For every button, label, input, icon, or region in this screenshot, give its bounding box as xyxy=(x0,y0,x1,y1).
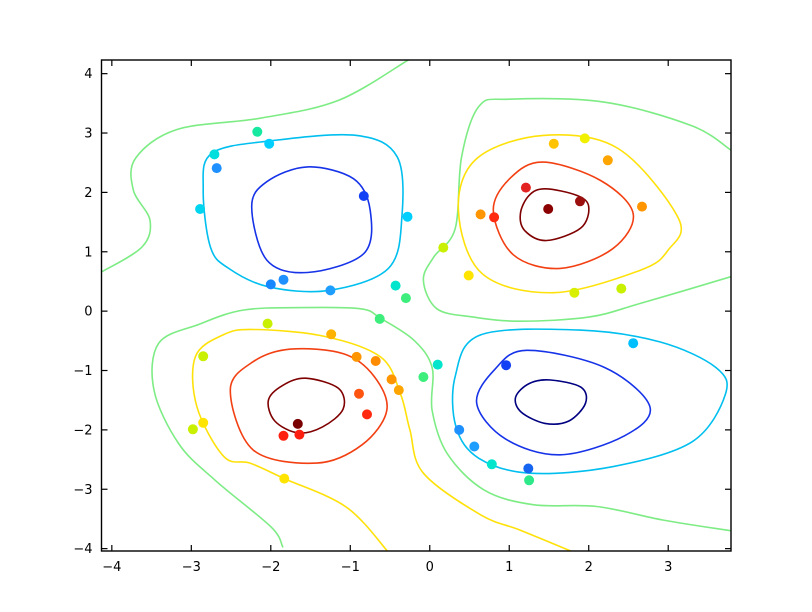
axis-ticks xyxy=(101,60,731,551)
axis-tick-labels: −4 −3 −2 −1 0 1 2 3 −4 −3 −2 −1 0 1 2 3 4 xyxy=(73,67,672,575)
y-tick-label: 4 xyxy=(84,67,92,82)
scatter-point xyxy=(264,138,275,149)
scatter-point xyxy=(579,133,590,144)
scatter-point xyxy=(475,209,486,220)
scatter-point xyxy=(211,163,222,174)
scatter-point xyxy=(402,211,413,222)
scatter-point xyxy=(463,270,474,281)
scatter-point xyxy=(265,279,276,290)
scatter-point xyxy=(548,138,559,149)
scatter-point xyxy=(262,318,273,329)
scatter-point xyxy=(351,351,362,362)
scatter-point xyxy=(523,463,534,474)
y-tick-label: −3 xyxy=(73,483,92,498)
scatter-points xyxy=(187,126,647,486)
contour-line-blue-lower-right-ring xyxy=(475,349,652,456)
scatter-point xyxy=(520,182,531,193)
scatter-point xyxy=(209,149,220,160)
contour-line-yellow-upper-right-ring xyxy=(457,133,683,294)
x-tick-label: −1 xyxy=(341,560,360,575)
scatter-point xyxy=(569,287,580,298)
contour-line-orangered-lower-left-ring xyxy=(229,347,388,465)
scatter-point xyxy=(543,204,554,214)
scatter-point xyxy=(252,126,263,137)
scatter-point xyxy=(374,313,385,324)
scatter-point xyxy=(637,201,647,212)
scatter-point xyxy=(187,424,198,435)
x-tick-label: 2 xyxy=(585,560,593,575)
y-tick-label: 1 xyxy=(84,245,92,260)
scatter-point xyxy=(616,283,627,294)
x-tick-label: −2 xyxy=(261,560,280,575)
scatter-point xyxy=(524,475,535,486)
contour-line-cyan-upper-left-ring xyxy=(202,133,404,293)
scatter-point xyxy=(292,418,303,429)
scatter-point xyxy=(418,372,429,382)
scatter-point xyxy=(278,274,289,285)
scatter-point xyxy=(195,204,206,214)
scatter-point xyxy=(432,359,443,370)
scatter-point xyxy=(198,351,209,362)
contour-line-green-lower-saddle-open xyxy=(151,306,731,548)
y-tick-label: −1 xyxy=(73,364,92,379)
scatter-point xyxy=(279,473,290,484)
scatter-point xyxy=(489,212,500,223)
scatter-point xyxy=(602,155,613,166)
scatter-point xyxy=(354,388,364,399)
scatter-point xyxy=(370,356,381,366)
x-tick-label: −4 xyxy=(102,560,121,575)
scatter-point xyxy=(198,417,209,428)
y-tick-label: −2 xyxy=(73,423,92,438)
contour-line-green-upper-left-open xyxy=(101,60,410,273)
x-tick-label: −3 xyxy=(182,560,201,575)
scatter-point xyxy=(278,430,289,441)
scatter-point xyxy=(628,338,639,349)
scatter-point xyxy=(362,409,372,420)
plot-border xyxy=(100,59,732,552)
scatter-point xyxy=(438,242,449,253)
scatter-point xyxy=(575,196,585,207)
scatter-point xyxy=(400,293,411,304)
y-tick-label: 2 xyxy=(84,186,92,201)
scatter-point xyxy=(390,280,401,291)
contour-line-darkred-lower-left-ring xyxy=(267,377,346,434)
scatter-point xyxy=(358,191,369,201)
scatter-point xyxy=(454,424,465,435)
contour-line-cyan-lower-right-ring xyxy=(451,328,728,475)
contour-lines xyxy=(101,60,731,551)
scatter-point xyxy=(326,329,337,340)
scatter-point xyxy=(486,459,497,470)
x-tick-label: 1 xyxy=(505,560,513,575)
y-tick-label: 3 xyxy=(84,127,92,142)
x-tick-label: 3 xyxy=(664,560,672,575)
scatter-point xyxy=(469,441,480,452)
scatter-point xyxy=(294,429,305,440)
contour-line-blue-upper-left-ring xyxy=(250,166,373,274)
scatter-point xyxy=(393,385,404,396)
scatter-point xyxy=(501,360,512,371)
scatter-point xyxy=(386,374,397,385)
contour-line-orangered-upper-right-ring xyxy=(492,161,635,270)
scatter-point xyxy=(325,285,336,296)
contour-line-navy-lower-right-ring xyxy=(514,379,588,425)
x-tick-label: 0 xyxy=(426,560,434,575)
contour-line-yellow-lower-left-open xyxy=(191,328,573,551)
y-tick-label: −4 xyxy=(73,542,92,557)
y-tick-label: 0 xyxy=(84,305,92,320)
contour-line-green-upper-right-saddle-open xyxy=(422,97,731,323)
